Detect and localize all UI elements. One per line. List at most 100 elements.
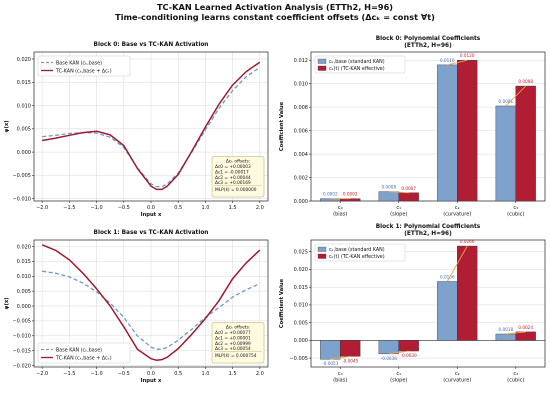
x-tick-sublabel: (bias): [333, 378, 347, 384]
x-axis-label: Input x: [141, 378, 162, 384]
bar-value-label: 0.0007: [401, 186, 416, 191]
annotation-line: Δc1 = -0.00017: [215, 169, 249, 175]
bar-value-label: 0.0098: [518, 79, 533, 84]
y-tick-label: 0.008: [294, 105, 308, 111]
legend-entry: Base KAN (cₖ,base): [56, 60, 102, 66]
y-tick-label: −0.010: [12, 334, 31, 340]
x-tick-label: −0.5: [118, 205, 130, 211]
legend-swatch: [317, 246, 327, 252]
y-tick-label: 0.010: [17, 103, 31, 109]
x-tick-label: c₃: [513, 371, 518, 377]
annotation-footer: MLP(x̃) = 0.000754: [215, 353, 257, 359]
y-tick-label: −0.015: [12, 348, 31, 354]
legend-box: [314, 55, 406, 74]
y-tick-label: 0.015: [17, 80, 31, 86]
bar-base: [437, 281, 458, 341]
legend-swatch: [317, 58, 327, 64]
x-tick-label: c₂: [455, 371, 460, 377]
bar-tc: [398, 340, 419, 352]
x-tick-label: 1.5: [229, 205, 237, 211]
coefficient-chart-3: −0.005 0.000 0.005 0.010 0.015 0.020 0.025 Bloc…: [279, 224, 546, 384]
activation-chart-0: −0.010 −0.005 0.000 0.005 0.010 0.015 0.020 −2.…: [4, 42, 269, 218]
bar-value-label: 0.0008: [381, 185, 396, 190]
chart-subtitle: (ETTh2, H=96): [404, 43, 452, 49]
bar-tc: [457, 245, 478, 341]
x-tick-label: −1.5: [63, 371, 75, 377]
x-tick-label: −2.0: [36, 371, 48, 377]
bar-base: [378, 340, 399, 355]
annotation-box: [211, 322, 265, 364]
bar-value-label: 0.0166: [440, 275, 455, 280]
x-tick-label: c₁: [396, 371, 401, 377]
annotation-line: Δcₖ offsets:: [226, 159, 250, 165]
x-tick-sublabel: (curvature): [443, 212, 471, 218]
annotation-line: Δc1 = +0.00001: [215, 335, 251, 341]
bar-value-label: 0.0120: [460, 53, 475, 58]
legend-entry: TC-KAN (cₖ,base + Δcₖ): [55, 68, 112, 74]
chart-title: Block 0: Base vs TC-KAN Activation: [94, 42, 209, 48]
y-tick-label: 0.004: [294, 152, 308, 158]
y-tick-label: 0.000: [294, 199, 308, 205]
bar-base: [495, 333, 516, 341]
y-tick-label: 0.005: [17, 127, 31, 133]
y-axis-label: φ(x): [4, 297, 10, 309]
legend-box: [37, 342, 131, 364]
figure-subtitle: Time-conditioning learns constant coeffi…: [115, 12, 435, 22]
bar-base: [320, 340, 341, 360]
annotation-line: Δc2 = +0.00044: [215, 175, 251, 181]
legend: Base KAN (cₖ,base) TC-KAN (cₖ,base + Δcₖ): [37, 55, 131, 77]
chart-title: Block 0: Polynomial Coefficients: [376, 36, 481, 42]
y-tick-label: 0.015: [17, 259, 31, 265]
y-tick-label: 0.010: [294, 81, 308, 87]
bar-base: [437, 64, 458, 202]
legend-entry: Base KAN (cₖ,base): [56, 347, 102, 353]
x-tick-label: 2.0: [256, 371, 264, 377]
bar-tc: [398, 192, 419, 202]
x-tick-label: 0.0: [147, 371, 155, 377]
coefficient-chart-1: 0.000 0.002 0.004 0.006 0.008 0.010 0.012 Block…: [279, 36, 546, 218]
delta-connector: [388, 191, 409, 194]
legend-entry: TC-KAN (cₖ,base + Δcₖ): [55, 355, 112, 361]
x-tick-label: −0.5: [118, 371, 130, 377]
x-tick-label: c₁: [396, 205, 401, 211]
bar-base: [495, 105, 516, 202]
bar-value-label: 0.0002: [323, 192, 338, 197]
bar-value-label: -0.0045: [342, 358, 358, 363]
y-tick-label: 0.006: [294, 128, 308, 134]
annotation-line: Δc0 = +0.00003: [215, 164, 251, 170]
legend: cₖ,base (standard KAN)cₖ(t) (TC-KAN effe…: [314, 55, 406, 74]
y-tick-label: 0.020: [17, 244, 31, 250]
delta-connector: [388, 350, 409, 355]
y-tick-label: 0.000: [17, 304, 31, 310]
figure-title: TC-KAN Learned Activation Analysis (ETTh…: [156, 2, 394, 12]
y-tick-label: 0.010: [294, 303, 308, 309]
legend: Base KAN (cₖ,base) TC-KAN (cₖ,base + Δcₖ): [37, 342, 131, 364]
y-tick-label: 0.005: [294, 320, 308, 326]
y-axis-label: Coefficient Value: [279, 278, 285, 328]
legend-swatch: [317, 253, 327, 259]
bar-value-label: 0.0018: [498, 327, 513, 332]
x-tick-label: c₂: [455, 205, 460, 211]
bar-value-label: 0.0266: [460, 239, 475, 244]
y-tick-label: 0.020: [294, 267, 308, 273]
delta-connector: [505, 85, 527, 107]
legend-entry: cₖ(t) (TC-KAN effective): [329, 254, 385, 260]
x-tick-label: −1.5: [63, 205, 75, 211]
bar-value-label: -0.0030: [401, 353, 417, 358]
bar-tc: [515, 85, 536, 202]
axes-frame-3: [310, 239, 546, 368]
x-tick-label: 0.5: [174, 371, 182, 377]
legend-entry: cₖ(t) (TC-KAN effective): [329, 66, 385, 72]
y-tick-label: 0.012: [294, 58, 308, 64]
legend: cₖ,base (standard KAN)cₖ(t) (TC-KAN effe…: [314, 243, 406, 262]
y-tick-label: 0.020: [17, 57, 31, 63]
annotation-line: Δc2 = +0.00999: [215, 341, 251, 347]
x-tick-sublabel: (slope): [390, 378, 407, 384]
x-tick-label: c₃: [513, 205, 518, 211]
x-tick-label: c₀: [338, 371, 343, 377]
annotation-line: Δc3 = +0.00169: [215, 180, 251, 186]
x-tick-sublabel: (cubic): [507, 212, 524, 218]
x-tick-label: 2.0: [256, 205, 264, 211]
bar-value-label: 0.0024: [518, 325, 533, 330]
delta-connector: [446, 245, 468, 282]
